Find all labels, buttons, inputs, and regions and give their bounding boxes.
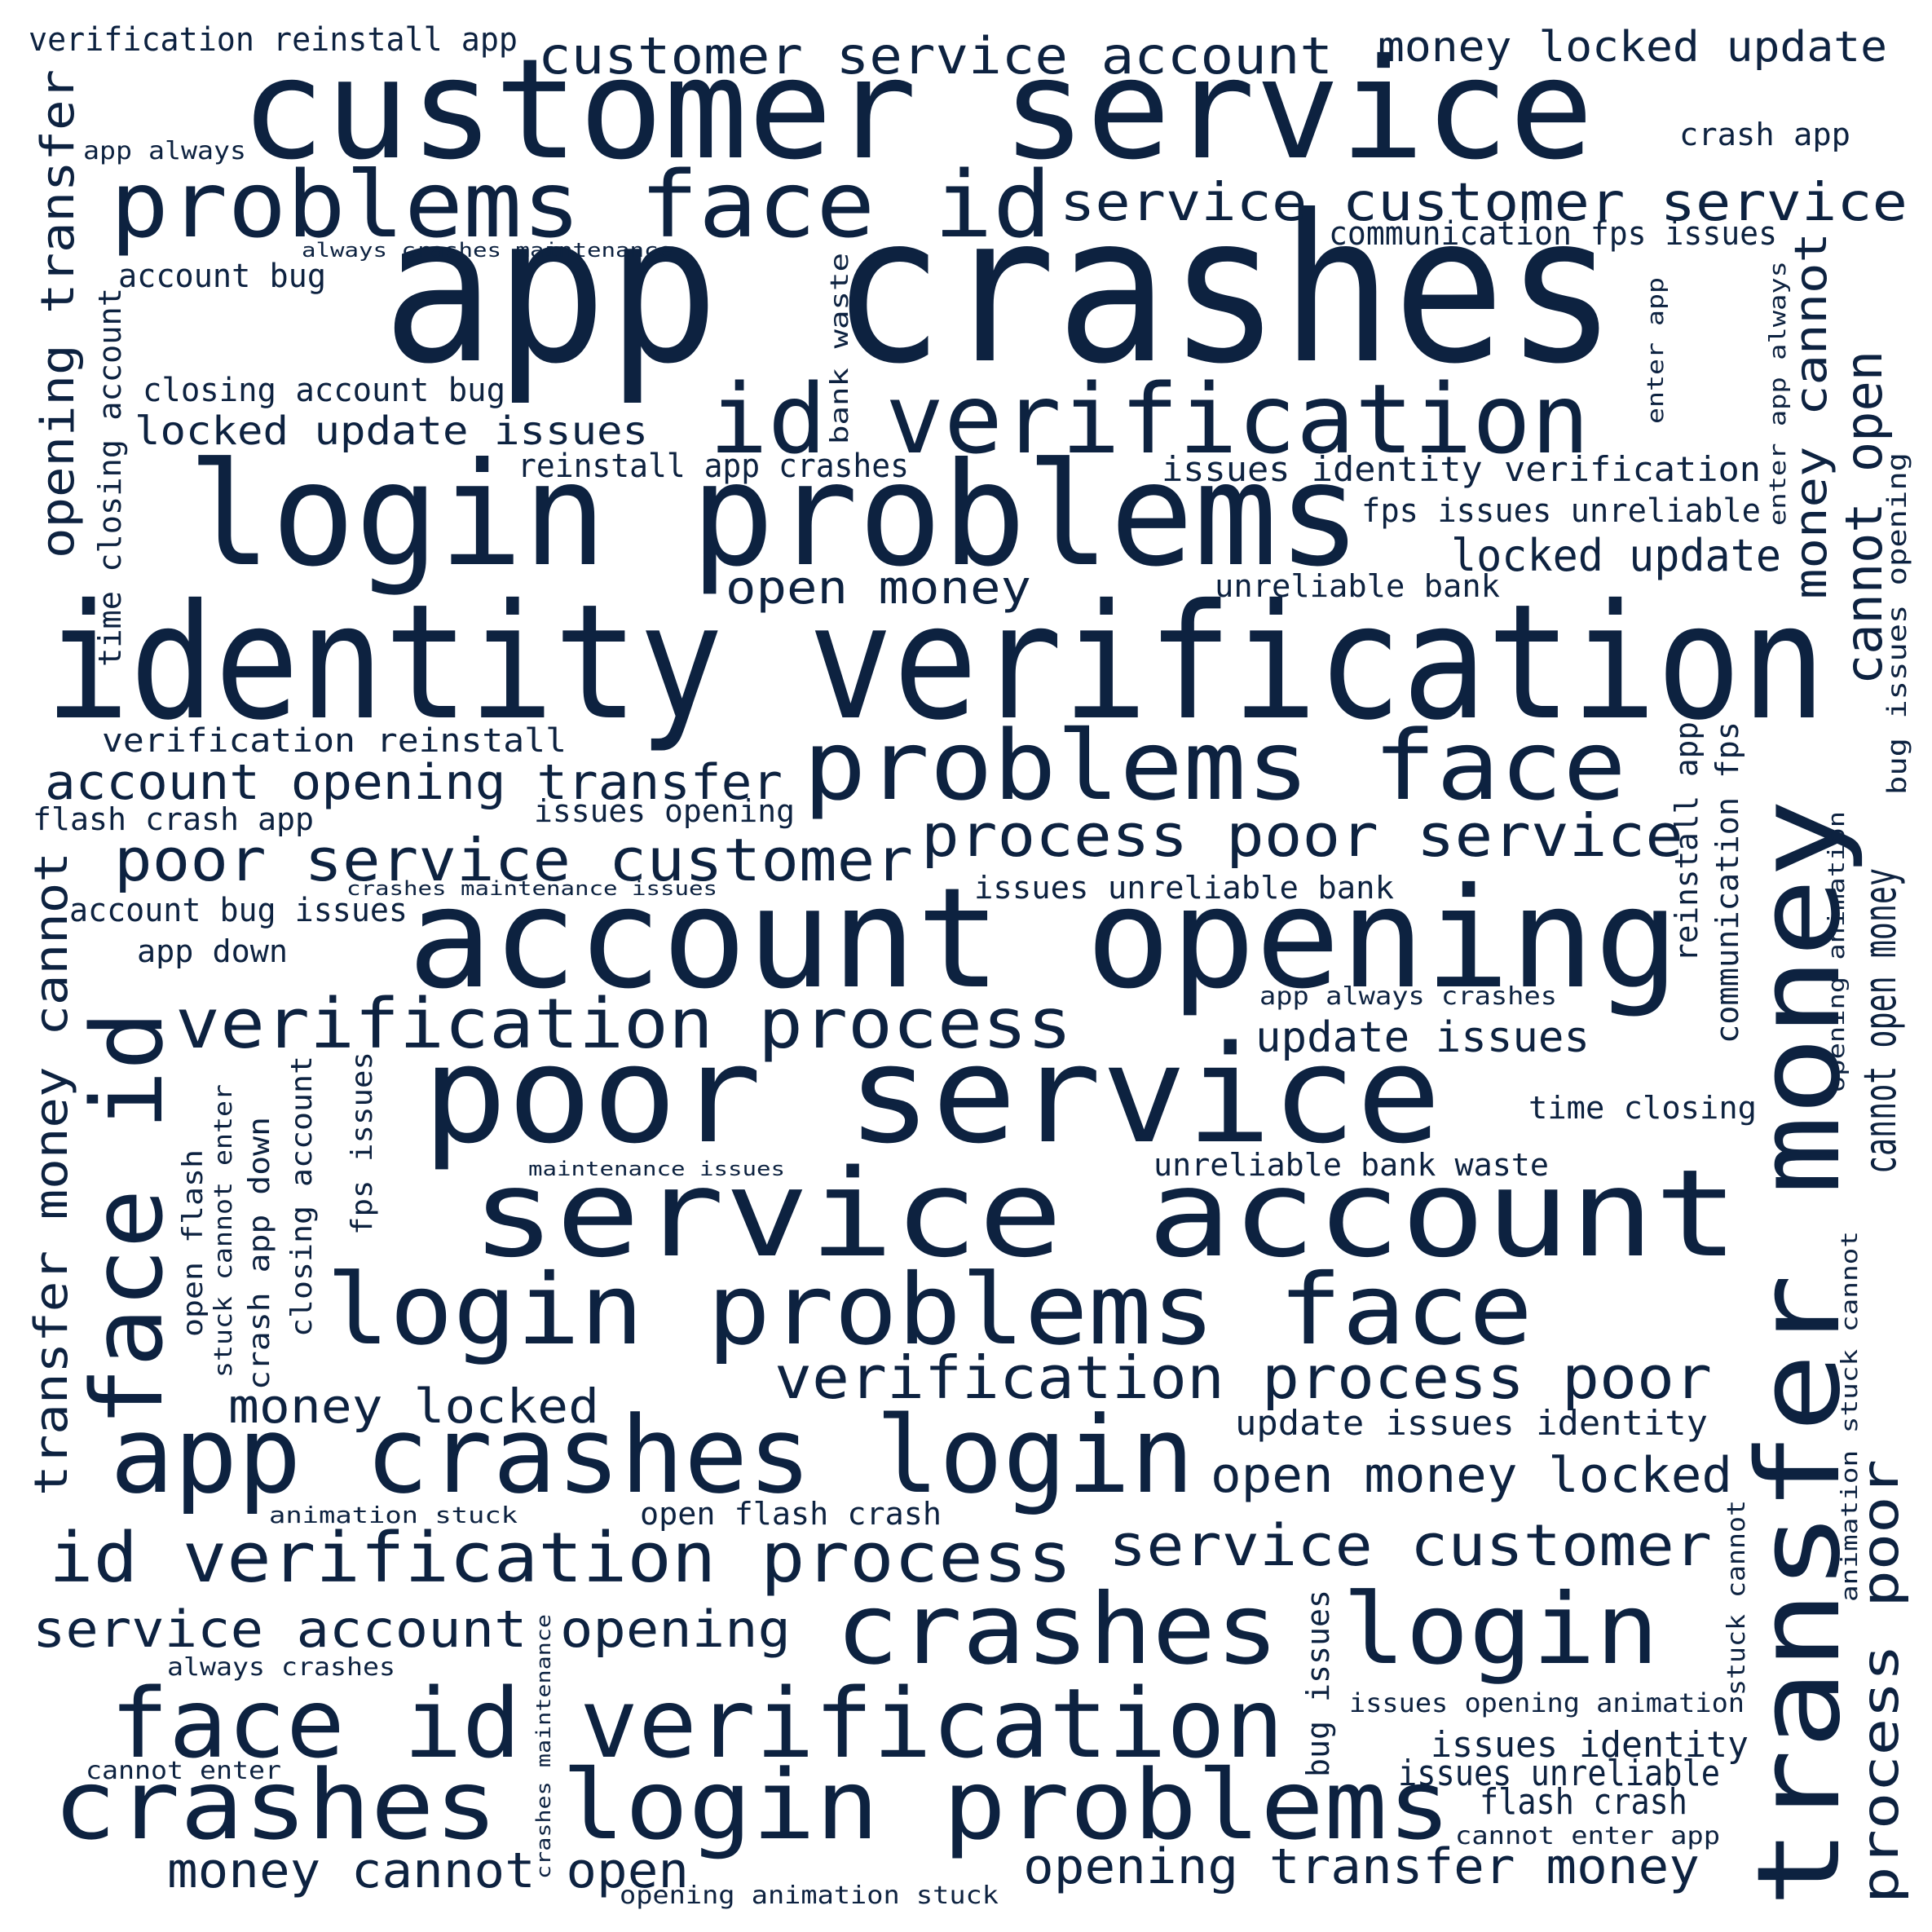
word: open flash: [177, 1149, 210, 1337]
word: cannot open money: [1855, 868, 1906, 1174]
word: app crashes login: [110, 1393, 1194, 1517]
word: service customer service: [1060, 173, 1908, 233]
word: app always: [83, 137, 246, 165]
word: fps issues unreliable: [1361, 492, 1761, 530]
word: animation stuck: [269, 1502, 518, 1528]
word: identity verification: [45, 570, 1826, 755]
word: verification process poor: [774, 1343, 1712, 1412]
word: open flash crash: [640, 1496, 942, 1532]
word: issues opening animation: [1349, 1687, 1745, 1718]
word: service account: [471, 1144, 1739, 1284]
word: issues identity: [1431, 1724, 1749, 1766]
word: time closing account: [92, 288, 128, 667]
word: flash crash app: [33, 801, 314, 837]
word: transfer money: [1733, 799, 1866, 1908]
word: communication fps: [1709, 721, 1745, 1043]
word: crashes login problems: [53, 1749, 1451, 1861]
word: face id: [72, 1011, 185, 1427]
word: customer service: [240, 29, 1594, 191]
word: verification reinstall app: [29, 21, 518, 59]
word: open money: [726, 562, 1031, 615]
word: open money locked: [1211, 1447, 1732, 1504]
word: issues identity verification: [1162, 449, 1761, 489]
word: crash app down: [243, 1117, 276, 1390]
word: animation stuck cannot: [1836, 1231, 1863, 1602]
word: locked update: [1451, 530, 1781, 581]
word: app always crashes: [1259, 982, 1557, 1011]
word: process poor service: [921, 801, 1683, 870]
word: opening animation stuck: [620, 1881, 999, 1910]
word: closing account bug: [143, 372, 505, 409]
word: customer service account: [538, 26, 1333, 86]
word: always crashes maintenance: [302, 239, 673, 262]
word: crashes maintenance: [532, 1614, 555, 1879]
word: bug issues opening: [1881, 452, 1912, 795]
word: process poor: [1850, 1459, 1910, 1903]
word: stuck cannot enter: [210, 1084, 238, 1378]
word: transfer money cannot: [25, 852, 78, 1496]
word: bank waste: [826, 253, 854, 444]
word: account opening: [408, 858, 1679, 1020]
word: problems face id: [110, 152, 1052, 258]
word: cannot enter: [86, 1757, 281, 1785]
word: crash app: [1679, 117, 1850, 152]
word: opening transfer money: [1023, 1838, 1700, 1895]
word: communication fps issues: [1329, 215, 1777, 253]
word: problems face: [803, 709, 1626, 822]
word: fps issues: [346, 1052, 379, 1235]
word: money locked: [228, 1378, 599, 1434]
word: flash crash: [1480, 1781, 1687, 1823]
word: issues unreliable: [1398, 1753, 1720, 1794]
word: bug issues: [1300, 1590, 1336, 1777]
word: enter app always: [1764, 261, 1791, 526]
word: locked update issues: [135, 408, 648, 454]
word: id verification process: [49, 1518, 1072, 1599]
word: login problems face: [326, 1254, 1533, 1367]
word: account bug: [118, 258, 326, 295]
word: unreliable bank: [1215, 568, 1500, 604]
word: service customer: [1109, 1512, 1712, 1579]
word: app down: [137, 933, 288, 969]
word: crashes maintenance issues: [346, 877, 717, 900]
word: opening transfer: [32, 69, 85, 558]
word: service account opening: [33, 1599, 791, 1659]
word: face id verification: [110, 1667, 1284, 1780]
word: closing account: [285, 1056, 319, 1337]
word: money locked update: [1378, 23, 1887, 72]
word: crashes login: [836, 1573, 1659, 1687]
word: poor service: [422, 1017, 1441, 1173]
word: update issues: [1255, 1013, 1590, 1062]
word: id verification: [709, 363, 1590, 475]
word: login problems: [187, 433, 1361, 598]
word: app crashes: [382, 171, 1617, 408]
word: stuck cannot: [1722, 1500, 1751, 1696]
word: money cannot: [1785, 232, 1837, 599]
word: poor service customer: [114, 826, 913, 894]
word: cannot open: [1834, 351, 1894, 685]
word: unreliable bank waste: [1153, 1147, 1549, 1183]
word: verification reinstall: [102, 722, 567, 760]
word: cannot enter app: [1455, 1822, 1720, 1850]
word: issues opening: [534, 793, 795, 829]
word: opening animation: [1823, 811, 1850, 1092]
word: update issues identity: [1235, 1403, 1708, 1443]
word: time closing: [1528, 1090, 1757, 1126]
word: enter app: [1642, 277, 1669, 424]
word: verification process: [175, 984, 1072, 1065]
word: maintenance issues: [528, 1158, 785, 1180]
word: reinstall app: [1669, 721, 1705, 962]
word: account opening transfer: [45, 754, 783, 811]
word: always crashes: [167, 1653, 395, 1682]
word: reinstall app crashes: [518, 448, 909, 485]
word: account bug issues: [69, 892, 408, 929]
word: money cannot open: [167, 1842, 689, 1899]
word: issues unreliable bank: [974, 870, 1394, 906]
